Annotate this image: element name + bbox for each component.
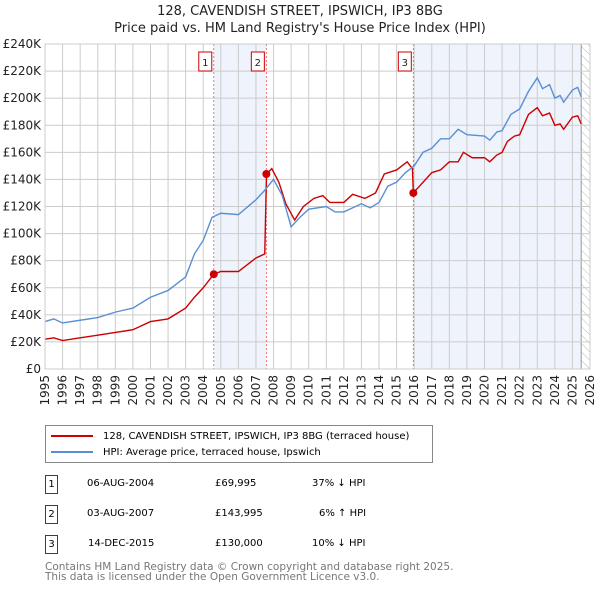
- sale-label: 3: [402, 58, 408, 69]
- x-tick-label: 2012: [337, 375, 351, 406]
- y-tick-label: £100K: [3, 227, 43, 241]
- x-tick-label: 2007: [249, 375, 263, 406]
- x-tick-label: 2013: [354, 375, 368, 406]
- x-tick-label: 2024: [548, 375, 562, 406]
- x-tick-label: 2021: [495, 375, 509, 406]
- transaction-row: 2 03-AUG-2007 £143,995 6% ↑ HPI: [45, 505, 445, 525]
- chart-title: 128, CAVENDISH STREET, IPSWICH, IP3 8BG: [157, 4, 443, 19]
- sale-point: [409, 188, 418, 197]
- x-tick-label: 1997: [73, 375, 87, 406]
- sale-label-box: [397, 51, 412, 72]
- x-tick-label: 2018: [442, 375, 456, 406]
- x-tick-label: 2008: [267, 375, 281, 406]
- x-tick-label: 2022: [513, 375, 527, 406]
- sale-date: 03-AUG-2007: [87, 508, 155, 519]
- x-tick-label: 2014: [372, 375, 386, 406]
- series-line: [44, 106, 582, 342]
- x-tick-label: 1999: [108, 375, 122, 406]
- legend-label: HPI: Average price, terraced house, Ipsw…: [103, 446, 321, 458]
- x-tick-label: 2023: [530, 375, 544, 406]
- x-tick-label: 2016: [407, 375, 421, 406]
- x-tick-label: 2019: [460, 375, 474, 406]
- legend-item-property: 128, CAVENDISH STREET, IPSWICH, IP3 8BG …: [46, 428, 409, 444]
- footer-licence: This data is licensed under the Open Gov…: [45, 571, 380, 583]
- sale-label: 2: [255, 58, 261, 69]
- x-tick-label: 2005: [214, 375, 228, 406]
- sale-hpi: 37% ↓ HPI: [312, 478, 366, 489]
- sale-point: [262, 170, 271, 179]
- x-tick-label: 2003: [179, 375, 193, 406]
- x-tick-label: 2000: [126, 375, 140, 406]
- y-tick-label: £60K: [10, 281, 42, 295]
- x-tick-label: 2004: [196, 375, 210, 406]
- sale-point: [209, 270, 218, 279]
- sale-label-box: [250, 51, 265, 72]
- x-tick-label: 2001: [143, 375, 157, 406]
- sale-label-box: [198, 51, 213, 72]
- x-tick-label: 2017: [425, 375, 439, 406]
- y-tick-label: £140K: [3, 172, 43, 186]
- x-tick-label: 2002: [161, 375, 175, 406]
- y-tick-label: £180K: [3, 118, 43, 132]
- x-tick-label: 1995: [38, 375, 52, 406]
- x-tick-label: 2006: [231, 375, 245, 406]
- legend: 128, CAVENDISH STREET, IPSWICH, IP3 8BG …: [45, 425, 433, 463]
- x-tick-label: 2015: [390, 375, 404, 406]
- chart: £0 £20K £40K £60K £80K £100K £120K £140K £160K £1…: [3, 37, 597, 406]
- y-tick-label: £200K: [3, 91, 43, 105]
- sale-hpi: 6% ↑ HPI: [319, 508, 367, 519]
- y-tick-label: £80K: [10, 254, 42, 268]
- x-tick-label: 1998: [91, 375, 105, 406]
- y-tick-label: £220K: [3, 64, 43, 78]
- transaction-row: 3 14-DEC-2015 £130,000 10% ↓ HPI: [45, 535, 445, 555]
- sale-badge: 2: [45, 505, 58, 524]
- sale-badge: 3: [45, 535, 58, 554]
- sale-price: £69,995: [215, 478, 257, 489]
- x-tick-label: 1996: [56, 375, 70, 406]
- x-tick-label: 2025: [565, 375, 579, 406]
- x-tick-label: 2009: [284, 375, 298, 406]
- x-tick-label: 2010: [302, 375, 316, 406]
- legend-item-hpi: HPI: Average price, terraced house, Ipsw…: [46, 444, 321, 460]
- sale-date: 06-AUG-2004: [87, 478, 155, 489]
- legend-label: 128, CAVENDISH STREET, IPSWICH, IP3 8BG …: [103, 430, 410, 442]
- x-tick-label: 2011: [319, 375, 333, 406]
- sale-price: £143,995: [215, 508, 263, 519]
- y-tick-label: £160K: [3, 145, 43, 159]
- y-tick-label: £0: [26, 362, 41, 376]
- y-tick-label: £40K: [10, 308, 42, 322]
- y-tick-label: £20K: [10, 335, 42, 349]
- x-tick-label: 2026: [583, 375, 597, 406]
- series-line: [44, 76, 582, 324]
- plot-border: [44, 43, 591, 370]
- transaction-row: 1 06-AUG-2004 £69,995 37% ↓ HPI: [45, 475, 445, 495]
- chart-subtitle: Price paid vs. HM Land Registry's House …: [114, 21, 486, 36]
- y-tick-label: £240K: [3, 37, 43, 51]
- sale-badge: 1: [45, 475, 58, 494]
- y-tick-label: £120K: [3, 200, 43, 214]
- x-tick-label: 2020: [478, 375, 492, 406]
- sale-price: £130,000: [215, 538, 263, 549]
- sale-label: 1: [202, 58, 208, 69]
- footer-copyright: Contains HM Land Registry data © Crown c…: [45, 561, 454, 573]
- sale-hpi: 10% ↓ HPI: [312, 538, 366, 549]
- sale-date: 14-DEC-2015: [88, 538, 155, 549]
